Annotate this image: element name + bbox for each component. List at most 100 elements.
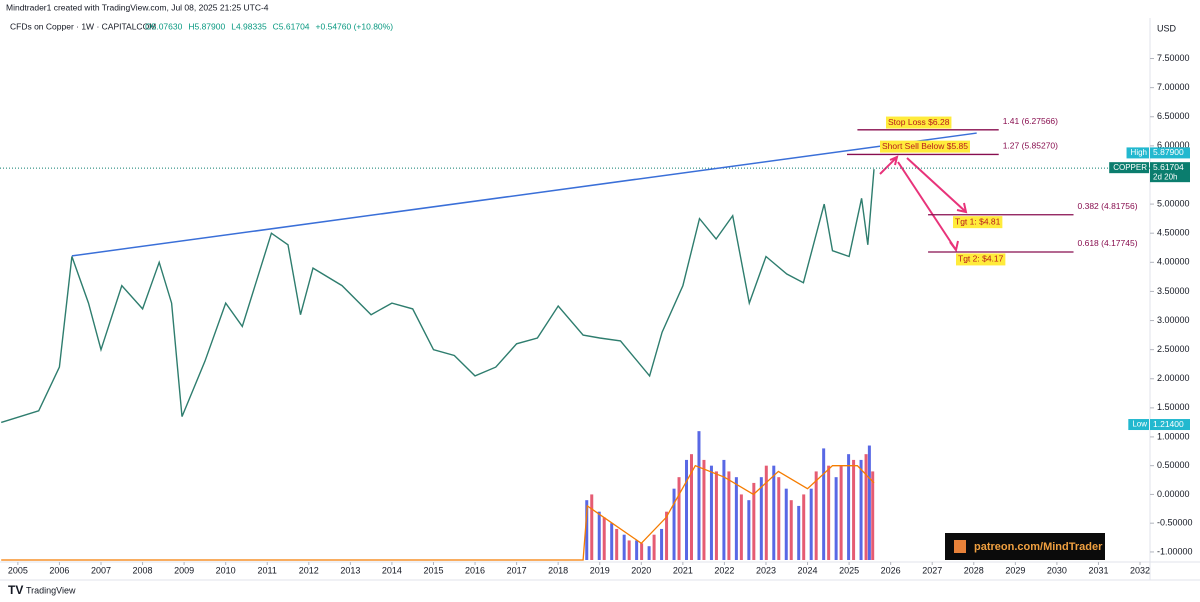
tag-label-box xyxy=(1109,162,1149,174)
y-tick-label: 6.00000 xyxy=(1157,140,1190,150)
ohlc-value: L4.98335 xyxy=(231,21,267,31)
tag-label-box xyxy=(1126,147,1149,159)
x-tick-label: 2012 xyxy=(299,565,319,575)
osc-bar xyxy=(727,471,731,560)
y2-tick-label: 0.50000 xyxy=(1157,460,1190,470)
osc-bar xyxy=(590,494,594,560)
arrow xyxy=(906,157,967,213)
x-tick-label: 2008 xyxy=(133,565,153,575)
tv-logo: TV xyxy=(8,583,23,597)
y-tick-label: 6.50000 xyxy=(1157,111,1190,121)
osc-bar xyxy=(610,523,614,560)
tag-sub: 2d 20h xyxy=(1153,172,1177,181)
osc-bar xyxy=(602,517,606,560)
brand: TradingView xyxy=(26,585,76,595)
osc-bar xyxy=(640,543,644,560)
osc-bar xyxy=(827,465,831,560)
arrow-head xyxy=(889,155,899,166)
fib-label: 1.41 (6.27566) xyxy=(1003,116,1058,126)
osc-bar xyxy=(747,500,751,560)
x-tick-label: 2007 xyxy=(91,565,111,575)
x-tick-label: 2009 xyxy=(174,565,194,575)
watermark-icon xyxy=(954,540,966,553)
x-tick-label: 2011 xyxy=(258,565,277,575)
tag-value-box xyxy=(1150,162,1190,183)
y2-tick-label: -0.50000 xyxy=(1157,518,1193,528)
osc-bar xyxy=(615,528,619,560)
arrow xyxy=(897,161,957,251)
x-tick-label: 2005 xyxy=(8,565,28,575)
osc-bar xyxy=(635,540,639,560)
x-tick-label: 2020 xyxy=(631,565,651,575)
x-tick-label: 2029 xyxy=(1005,565,1025,575)
osc-bar xyxy=(697,431,701,560)
arrows xyxy=(879,155,968,253)
y-tick-label: 2.00000 xyxy=(1157,373,1190,383)
osc-bar xyxy=(777,477,781,560)
osc-bar xyxy=(852,459,856,560)
trendline xyxy=(71,132,977,257)
osc-bar xyxy=(672,488,676,560)
ohlc-value: O5.07630 xyxy=(145,21,183,31)
x-tick-label: 2006 xyxy=(49,565,69,575)
annotation: Short Sell Below $5.85 xyxy=(882,141,968,151)
x-tick-label: 2010 xyxy=(216,565,236,575)
watermark-box xyxy=(945,533,1105,560)
annotation: Stop Loss $6.28 xyxy=(888,117,950,127)
tag-value-box xyxy=(1150,147,1190,159)
osc-bar xyxy=(734,477,738,560)
osc-bar xyxy=(709,465,713,560)
osc-bar xyxy=(784,488,788,560)
x-tick-label: 2025 xyxy=(839,565,859,575)
osc-bar xyxy=(585,500,589,560)
header: Mindtrader1 created with TradingView.com… xyxy=(6,2,269,12)
osc-bar xyxy=(814,471,818,560)
x-tick-label: 2022 xyxy=(714,565,734,575)
x-tick-label: 2018 xyxy=(548,565,568,575)
osc-bar xyxy=(859,459,863,560)
osc-bar xyxy=(685,459,689,560)
x-tick-label: 2019 xyxy=(590,565,610,575)
y-tick-label: 4.50000 xyxy=(1157,228,1190,238)
fib-label: 0.382 (4.81756) xyxy=(1078,201,1138,211)
arrow xyxy=(879,156,898,175)
osc-bar xyxy=(665,511,669,560)
tag-value-box xyxy=(1150,419,1190,431)
osc-bar xyxy=(759,477,763,560)
x-tick-label: 2014 xyxy=(382,565,402,575)
osc-bar xyxy=(802,494,806,560)
osc-bar xyxy=(871,471,875,560)
tag-value: 5.87900 xyxy=(1153,147,1184,157)
annotation: Tgt 1: $4.81 xyxy=(955,216,1001,226)
currency: USD xyxy=(1157,23,1177,33)
x-tick-label: 2032 xyxy=(1130,565,1150,575)
y-tick-label: 5.00000 xyxy=(1157,198,1190,208)
y-tick-label: 4.00000 xyxy=(1157,257,1190,267)
osc-bar xyxy=(797,505,801,560)
ohlc-value: +0.54760 (+10.80%) xyxy=(316,21,394,31)
x-tick-label: 2027 xyxy=(922,565,942,575)
osc-bar xyxy=(652,534,656,560)
arrow-head xyxy=(956,202,968,214)
fib-label: 0.618 (4.17745) xyxy=(1078,238,1138,248)
osc-bar xyxy=(822,448,826,560)
x-tick-label: 2017 xyxy=(507,565,527,575)
osc-bar xyxy=(739,494,743,560)
osc-bar xyxy=(772,465,776,560)
x-tick-label: 2024 xyxy=(798,565,818,575)
annotation-box xyxy=(953,216,1003,229)
tag-label-box xyxy=(1128,419,1149,431)
y-tick-label: 7.50000 xyxy=(1157,53,1190,63)
ohlc-value: H5.87900 xyxy=(188,21,225,31)
osc-bar xyxy=(867,445,871,560)
annotation: Tgt 2: $4.17 xyxy=(958,254,1004,264)
osc-bar xyxy=(752,482,756,560)
osc-bar xyxy=(647,546,651,560)
osc-bar xyxy=(839,465,843,560)
y2-tick-label: -1.00000 xyxy=(1157,546,1193,556)
osc-bar xyxy=(764,465,768,560)
osc-bar xyxy=(834,477,838,560)
osc-bar xyxy=(660,528,664,560)
osc-bar xyxy=(789,500,793,560)
